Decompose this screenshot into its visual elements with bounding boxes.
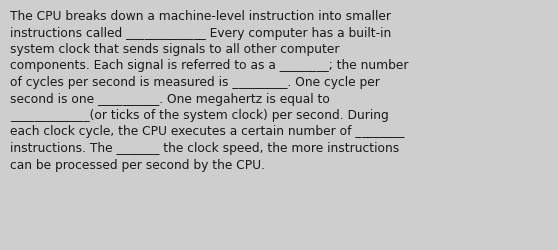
Text: of cycles per second is measured is _________. One cycle per: of cycles per second is measured is ____…: [10, 76, 380, 89]
Text: second is one __________. One megahertz is equal to: second is one __________. One megahertz …: [10, 92, 330, 105]
Text: system clock that sends signals to all other computer: system clock that sends signals to all o…: [10, 43, 339, 56]
Text: _____________(or ticks of the system clock) per second. During: _____________(or ticks of the system clo…: [10, 108, 389, 122]
Text: instructions. The _______ the clock speed, the more instructions: instructions. The _______ the clock spee…: [10, 142, 400, 154]
Text: can be processed per second by the CPU.: can be processed per second by the CPU.: [10, 158, 265, 171]
Text: each clock cycle, the CPU executes a certain number of ________: each clock cycle, the CPU executes a cer…: [10, 125, 405, 138]
Text: components. Each signal is referred to as a ________; the number: components. Each signal is referred to a…: [10, 59, 408, 72]
Text: The CPU breaks down a machine-level instruction into smaller: The CPU breaks down a machine-level inst…: [10, 10, 391, 23]
Text: instructions called _____________ Every computer has a built-in: instructions called _____________ Every …: [10, 26, 391, 39]
